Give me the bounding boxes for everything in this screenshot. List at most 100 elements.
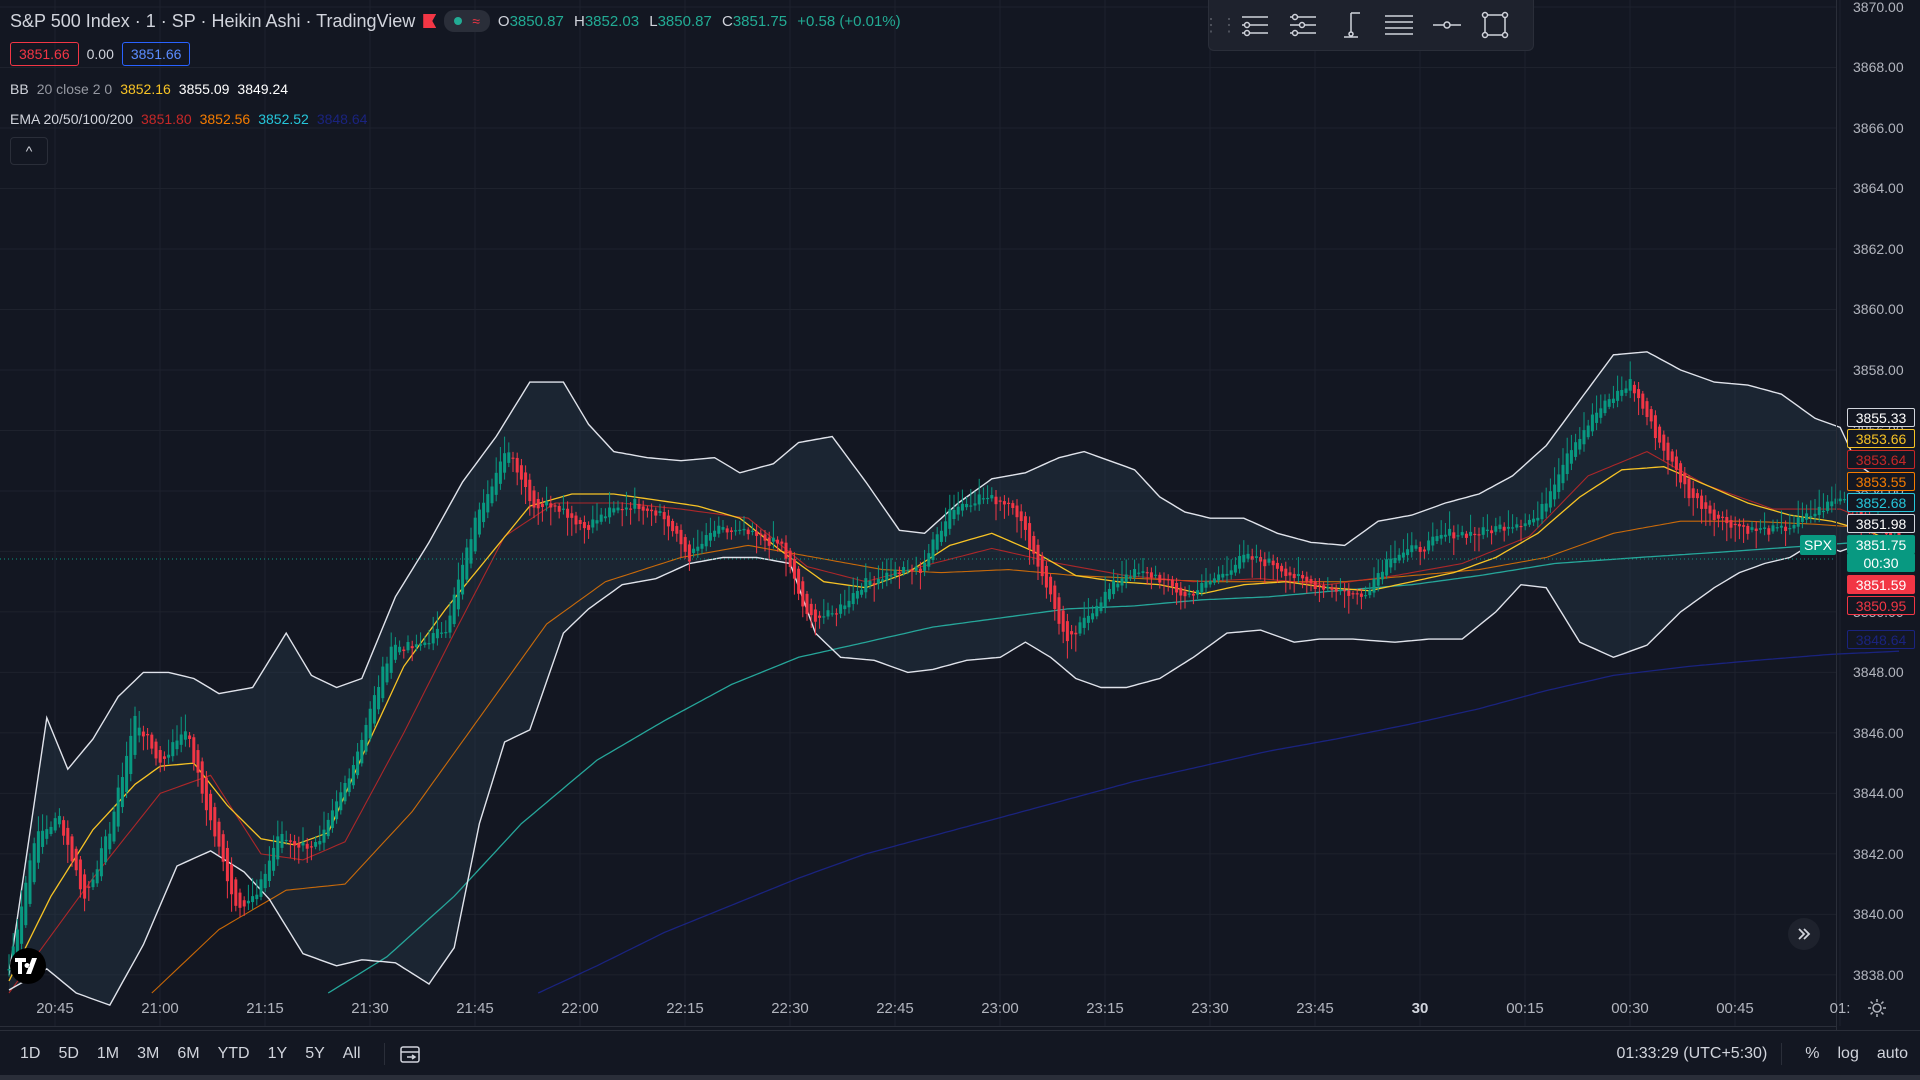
candle-body [326,819,330,837]
candle-body [1137,572,1141,574]
candle-body [179,734,183,745]
symbol-title[interactable]: S&P 500 Index · 1 · SP · Heikin Ashi · T… [10,10,416,31]
candle-body [469,539,473,564]
candle-body [1788,528,1792,530]
chart-settings-button[interactable] [1866,997,1888,1024]
scroll-to-realtime-button[interactable] [1788,918,1820,950]
ema-legend[interactable]: EMA 20/50/100/200 3851.80 3852.56 3852.5… [10,111,367,127]
candle-body [209,793,213,821]
text-cursor-button[interactable] [1327,3,1375,47]
market-status[interactable]: ≈ [444,10,490,32]
auto-scale-toggle[interactable]: auto [1876,1044,1908,1062]
candle-body [1431,536,1435,546]
bb-basis-value: 3852.16 [120,81,171,97]
candles [7,361,1901,977]
candle-body [696,546,700,551]
clock-timezone[interactable]: 01:33:29 (UTC+5:30) [1616,1044,1768,1062]
timeframe-button[interactable]: YTD [217,1044,250,1062]
timeframe-button[interactable]: 3M [137,1044,160,1062]
candle-body [960,503,964,511]
candle-body [545,501,549,506]
candle-body [994,496,998,505]
timeframe-button[interactable]: 6M [177,1044,200,1062]
candle-body [213,807,217,837]
bb-legend[interactable]: BB 20 close 2 0 3852.16 3855.09 3849.24 [10,81,288,97]
price-axis-tick: 3866.00 [1853,119,1904,136]
collapse-legend-button[interactable]: ^ [10,137,48,165]
candle-body [204,777,208,811]
candle-body [1305,576,1309,582]
tool-button-1[interactable] [1231,3,1279,47]
candle-body [1288,572,1292,576]
candle-body [629,508,633,510]
log-scale-toggle[interactable]: log [1837,1044,1859,1062]
timeframe-button[interactable]: 1D [20,1044,41,1062]
timeframe-button[interactable]: 1M [96,1044,120,1062]
candle-body [965,503,969,508]
tradingview-logo[interactable] [10,948,46,984]
lines-icon [1385,15,1413,35]
tool-button-2[interactable] [1279,3,1327,47]
candle-body [1065,621,1069,642]
candle-body [553,505,557,507]
bb-lower-value: 3849.24 [237,81,289,97]
candle-body [549,503,553,508]
flag-icon[interactable] [423,14,437,28]
candle-body [377,686,381,710]
candle-body [700,543,704,549]
candle-body [351,765,355,786]
timeframe-button[interactable]: 5Y [305,1044,325,1062]
buy-button[interactable]: 3851.66 [121,42,191,66]
candle-body [1754,528,1758,532]
sell-button[interactable]: 3851.66 [10,42,79,66]
candle-body [108,833,112,850]
candle-body [910,569,914,572]
candle-body [1200,582,1204,593]
date-range-button[interactable] [399,1044,421,1064]
rectangle-button[interactable] [1471,3,1519,47]
calendar-range-icon [399,1045,420,1063]
time-axis-tick: 22:30 [771,1000,809,1017]
tool-icon-2 [1290,13,1316,37]
candle-body [1364,595,1368,597]
ema20-value: 3851.80 [141,111,192,127]
candle-body [1246,553,1250,559]
horizontal-line-button[interactable] [1423,3,1471,47]
candle-body [230,864,234,895]
percent-scale-toggle[interactable]: % [1805,1044,1820,1062]
lines-button[interactable] [1375,3,1423,47]
candle-body [633,499,637,509]
candle-body [1805,513,1809,520]
candle-body [1254,556,1258,558]
candle-body [729,530,733,533]
candle-body [339,792,343,811]
candle-body [175,740,179,750]
candle-body [1469,531,1473,536]
candle-body [1557,474,1561,492]
candle-body [1296,574,1300,577]
time-axis-tick: 22:00 [561,1000,599,1017]
candle-body [1784,526,1788,531]
candle-body [603,516,607,519]
candle-body [767,537,771,546]
candle-body [1099,602,1103,612]
candle-body [1015,505,1019,518]
candle-body [1284,568,1288,577]
candle-body [742,528,746,531]
candle-body [1641,393,1645,409]
candle-body [137,727,141,736]
candle-body [1141,571,1145,573]
candle-body [923,562,927,571]
candle-body [293,841,297,846]
candle-body [708,532,712,541]
chart-legend-header: S&P 500 Index · 1 · SP · Heikin Ashi · T… [10,10,901,32]
candle-body [792,558,796,579]
time-axis-tick: 23:00 [981,1000,1019,1017]
timeframe-button[interactable]: All [342,1044,361,1062]
timeframe-button[interactable]: 1Y [267,1044,288,1062]
timeframe-button[interactable]: 5D [58,1044,79,1062]
candle-body [1490,530,1494,534]
drag-handle-icon[interactable]: ⋮⋮ [1202,14,1238,35]
candle-body [763,534,767,541]
